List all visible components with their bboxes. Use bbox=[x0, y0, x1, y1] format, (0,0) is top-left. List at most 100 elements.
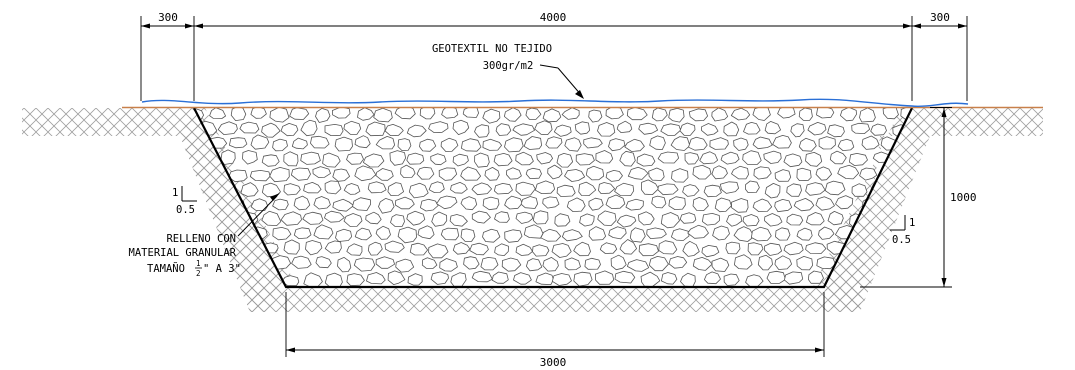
stone bbox=[532, 210, 549, 225]
stone bbox=[588, 226, 606, 241]
stone bbox=[790, 123, 805, 138]
left-slope-run: 0.5 bbox=[176, 204, 195, 216]
stone bbox=[551, 273, 572, 286]
stone bbox=[745, 180, 760, 194]
stone bbox=[851, 183, 868, 197]
stone bbox=[269, 166, 290, 183]
stone bbox=[439, 258, 458, 272]
stone bbox=[334, 136, 353, 152]
stone bbox=[324, 240, 342, 254]
stone bbox=[784, 271, 804, 285]
stone bbox=[887, 272, 908, 285]
stone bbox=[525, 167, 542, 180]
stone bbox=[682, 240, 700, 257]
stone bbox=[289, 108, 310, 120]
stone bbox=[452, 242, 471, 255]
stone bbox=[378, 197, 395, 214]
stone bbox=[365, 121, 386, 137]
stone bbox=[796, 255, 813, 271]
stone bbox=[640, 271, 661, 287]
stone bbox=[513, 272, 532, 285]
geotextile-label-line2: 300gr/m2 bbox=[483, 60, 534, 72]
stone bbox=[261, 154, 280, 167]
stone bbox=[554, 213, 571, 227]
stone bbox=[619, 150, 636, 167]
stone bbox=[409, 242, 429, 256]
stone bbox=[709, 137, 729, 150]
stone bbox=[354, 165, 377, 182]
stone bbox=[375, 135, 396, 150]
stone bbox=[272, 198, 289, 211]
stone bbox=[766, 270, 786, 284]
stone bbox=[757, 254, 773, 271]
stone bbox=[564, 137, 582, 152]
stone bbox=[704, 271, 721, 285]
stone bbox=[702, 212, 720, 226]
stone bbox=[462, 108, 480, 118]
stone bbox=[733, 137, 749, 151]
stone bbox=[827, 124, 845, 138]
stone bbox=[638, 211, 655, 226]
stone bbox=[303, 272, 323, 287]
stone bbox=[816, 256, 836, 270]
stone bbox=[680, 272, 696, 287]
stone bbox=[494, 211, 510, 223]
stone bbox=[384, 124, 404, 137]
stone bbox=[597, 122, 616, 137]
stone bbox=[561, 108, 580, 120]
stone bbox=[313, 224, 334, 240]
stone bbox=[670, 136, 691, 151]
stone bbox=[471, 270, 493, 283]
stone bbox=[493, 152, 513, 167]
stone bbox=[688, 136, 708, 151]
stone bbox=[249, 169, 271, 182]
stone bbox=[331, 108, 351, 119]
stone bbox=[428, 243, 449, 259]
stone bbox=[545, 136, 563, 149]
stone bbox=[272, 226, 292, 241]
stone bbox=[400, 164, 416, 178]
stone bbox=[291, 255, 312, 269]
stone bbox=[460, 138, 482, 152]
stone bbox=[658, 240, 678, 255]
stone bbox=[703, 184, 722, 198]
stone bbox=[798, 137, 817, 152]
stone bbox=[494, 243, 509, 257]
stone bbox=[416, 166, 435, 180]
stone bbox=[395, 196, 415, 210]
stone bbox=[818, 226, 835, 240]
stone bbox=[515, 211, 534, 224]
stone bbox=[375, 168, 394, 181]
stone bbox=[701, 123, 719, 136]
stone bbox=[598, 182, 616, 195]
stone bbox=[523, 136, 542, 150]
stone bbox=[733, 226, 755, 242]
stone bbox=[452, 119, 470, 136]
stone bbox=[752, 198, 773, 213]
stone bbox=[343, 120, 362, 135]
stone bbox=[636, 153, 656, 167]
stone bbox=[882, 108, 899, 120]
stone bbox=[217, 121, 238, 136]
stone bbox=[671, 168, 689, 183]
stone bbox=[491, 271, 509, 284]
stone bbox=[556, 152, 573, 168]
stone bbox=[720, 151, 740, 165]
stone bbox=[536, 152, 553, 165]
stone bbox=[515, 151, 534, 166]
stone bbox=[805, 242, 827, 255]
stone bbox=[714, 197, 732, 213]
stone bbox=[387, 182, 405, 197]
stone bbox=[535, 272, 554, 286]
stone bbox=[649, 135, 666, 151]
stone bbox=[578, 181, 597, 197]
stone bbox=[625, 198, 644, 211]
stone bbox=[840, 108, 857, 122]
stone bbox=[283, 239, 300, 255]
stone bbox=[553, 124, 572, 137]
stone bbox=[406, 152, 425, 165]
stone bbox=[711, 165, 728, 180]
stone bbox=[450, 181, 468, 194]
stone bbox=[701, 244, 720, 258]
stone bbox=[626, 108, 648, 121]
